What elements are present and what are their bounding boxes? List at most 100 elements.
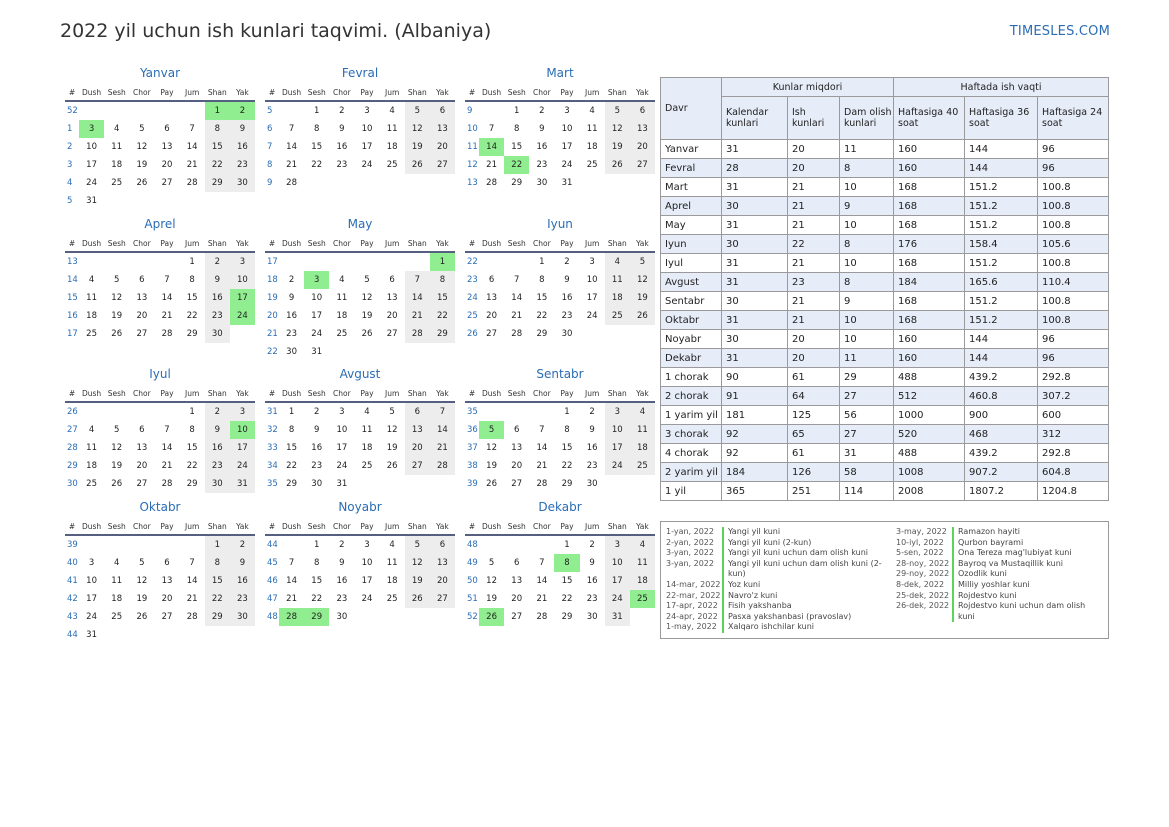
- month-avgust: Avgust # Dush Sesh Chor Pay Jum Shan Yak 31 1 2 3 4 5 6…: [265, 367, 455, 493]
- value-cell: 184: [721, 462, 788, 482]
- value-cell: 114: [839, 481, 894, 501]
- day-cell: 20: [629, 138, 655, 156]
- empty-cell: [430, 608, 455, 626]
- weekday-header: Yak: [429, 518, 455, 536]
- day-cell: 5: [629, 252, 655, 271]
- day-cell: 19: [629, 289, 655, 307]
- day-cell: 15: [561, 576, 573, 586]
- month-name: May: [347, 217, 373, 231]
- day-cell: 7: [164, 425, 170, 435]
- weekday-header: Pay: [154, 385, 180, 403]
- week-number: 22: [467, 257, 478, 267]
- weekday-header: Yak: [229, 518, 255, 536]
- day-cell: 18: [586, 142, 598, 152]
- summary-row: May 31 21 10 168 151.2 100.8: [660, 215, 1109, 235]
- holiday-date: 2-yan, 2022: [666, 537, 714, 547]
- week-number: 40: [67, 558, 78, 568]
- empty-cell: [154, 101, 179, 120]
- value-cell: 100.8: [1037, 215, 1109, 235]
- value-cell: 21: [787, 310, 840, 330]
- weekday-header: Pay: [554, 385, 580, 403]
- weekday-header: Chor: [529, 518, 555, 536]
- weekday-header: Chor: [329, 518, 355, 536]
- empty-cell: [354, 475, 379, 493]
- day-cell: 5: [114, 425, 120, 435]
- value-cell: 151.2: [964, 310, 1038, 330]
- day-cell: 25: [336, 329, 348, 339]
- value-cell: 1008: [893, 462, 965, 482]
- holiday-name: Bayroq va Mustaqillik kuni: [952, 558, 1102, 570]
- week-number: 44: [67, 630, 78, 640]
- weekday-header: Shan: [404, 385, 430, 403]
- day-cell: 21: [286, 594, 297, 604]
- week-number: 34: [267, 461, 278, 471]
- day-cell: 2: [589, 540, 595, 550]
- day-cell: 6: [488, 275, 495, 285]
- brand-link[interactable]: TIMESLES.COM: [1009, 24, 1110, 39]
- day-cell: 13: [161, 142, 173, 152]
- value-cell: 20: [787, 329, 840, 349]
- weekday-header: #: [65, 235, 79, 253]
- holiday-item: 14-mar, 2022 Yoz kuni: [666, 579, 885, 591]
- weekday-header: Jum: [379, 518, 405, 536]
- value-cell: 20: [787, 348, 840, 368]
- weekday-header: Dush: [279, 84, 305, 102]
- day-cell: 4: [339, 275, 345, 285]
- day-cell: 20: [429, 572, 455, 590]
- day-cell: 5: [389, 407, 395, 417]
- day-cell: 8: [314, 124, 320, 134]
- day-cell: 30: [204, 475, 230, 493]
- value-cell: 158.4: [964, 234, 1038, 254]
- day-cell: 10: [361, 558, 373, 568]
- day-cell: 22: [286, 461, 297, 471]
- week-number: 29: [67, 461, 78, 471]
- day-cell: 23: [586, 594, 598, 604]
- weekday-header: Dush: [79, 518, 105, 536]
- day-cell: 19: [136, 160, 148, 170]
- day-cell: 8: [204, 120, 230, 138]
- day-cell: 5: [488, 558, 495, 568]
- holiday-list-right: 3-may, 2022 Ramazon hayiti 10-iyl, 2022 Qur…: [896, 527, 1102, 623]
- day-cell: 26: [136, 612, 148, 622]
- value-cell: 600: [1037, 405, 1109, 425]
- value-cell: 10: [839, 177, 894, 197]
- day-cell: 2: [539, 106, 545, 116]
- week-number: 23: [467, 275, 478, 285]
- value-cell: 11: [839, 348, 894, 368]
- value-cell: 144: [964, 348, 1038, 368]
- day-cell: 13: [511, 443, 523, 453]
- value-cell: 100.8: [1037, 177, 1109, 197]
- day-cell: 1: [189, 407, 195, 417]
- value-cell: 20: [787, 158, 840, 178]
- weekday-header: Yak: [229, 385, 255, 403]
- day-cell: 14: [186, 576, 198, 586]
- summary-row: 1 yil 365 251 114 2008 1807.2 1204.8: [660, 481, 1109, 501]
- value-cell: 96: [1037, 139, 1109, 159]
- day-cell: 25: [111, 178, 123, 188]
- value-cell: 29: [839, 367, 894, 387]
- weekday-header: Pay: [554, 84, 580, 102]
- day-cell: 20: [511, 594, 523, 604]
- empty-cell: [504, 252, 529, 271]
- empty-cell: [630, 325, 655, 343]
- empty-cell: [529, 402, 554, 421]
- weekday-header: #: [265, 84, 279, 102]
- day-cell: 5: [404, 535, 430, 554]
- week-number: 27: [67, 425, 78, 435]
- weekday-header: Sesh: [504, 235, 530, 253]
- week-number: 16: [67, 311, 78, 321]
- day-cell: 24: [86, 612, 97, 622]
- summary-row: Mart 31 21 10 168 151.2 100.8: [660, 177, 1109, 197]
- day-cell: 30: [311, 479, 323, 489]
- value-cell: 30: [721, 291, 788, 311]
- value-cell: 21: [787, 291, 840, 311]
- day-cell: 30: [586, 479, 598, 489]
- day-cell: 2: [229, 101, 255, 120]
- weekday-header: Pay: [354, 385, 380, 403]
- day-cell: 31: [86, 196, 97, 206]
- day-cell: 24: [229, 457, 255, 475]
- holiday-item: 1-may, 2022 Xalqaro ishchilar kuni: [666, 622, 885, 633]
- holiday-item: 28-noy, 2022 Bayroq va Mustaqillik kuni: [896, 558, 1102, 570]
- day-cell: 19: [111, 311, 123, 321]
- day-cell: 12: [136, 142, 148, 152]
